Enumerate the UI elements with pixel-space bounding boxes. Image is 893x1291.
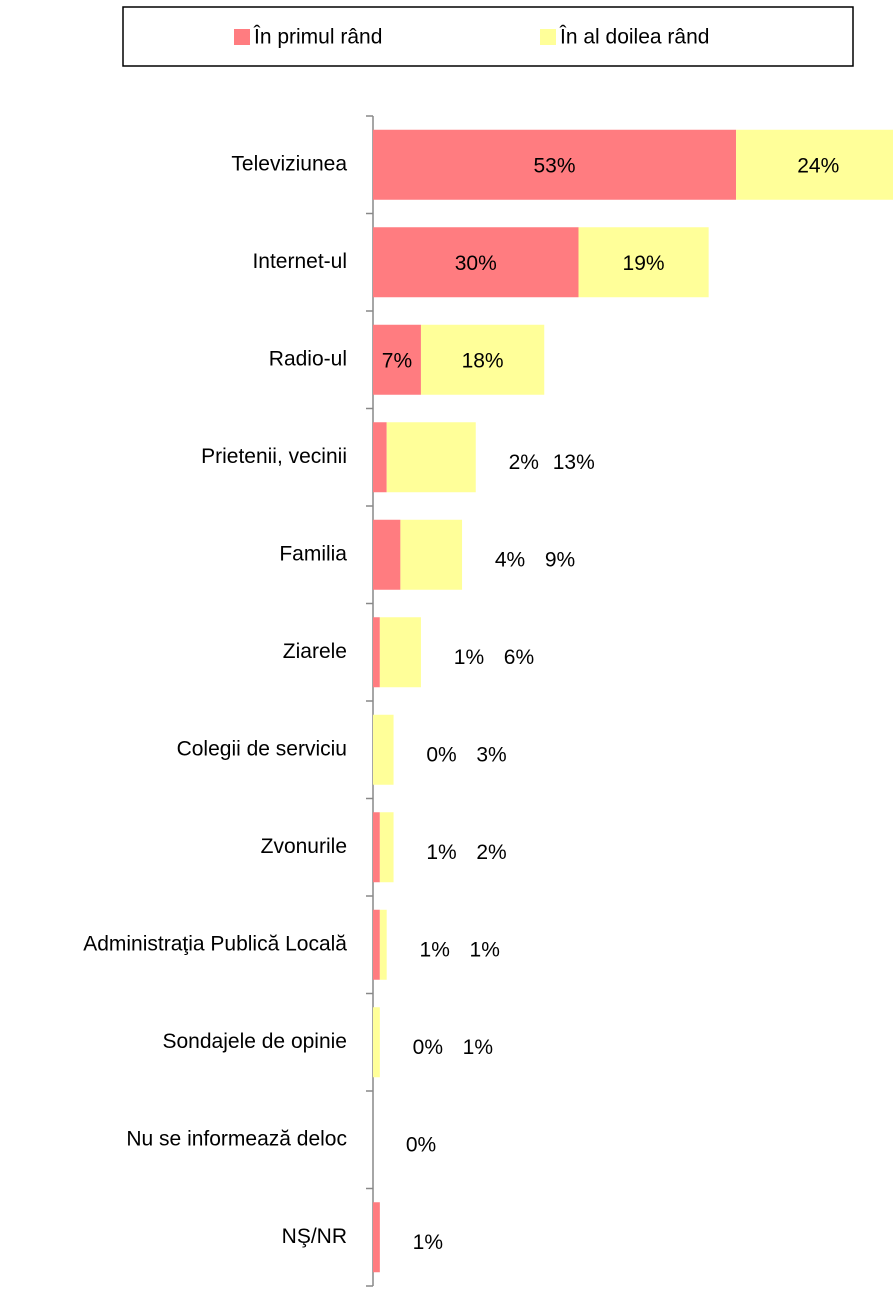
category-label: Internet-ul: [252, 250, 347, 273]
category-label: Colegii de serviciu: [177, 737, 347, 760]
value-label: 0%: [426, 743, 456, 766]
value-label: 1%: [454, 646, 484, 669]
bar-segment: [379, 617, 421, 688]
value-label: 0%: [413, 1036, 443, 1059]
value-label: 1%: [426, 841, 456, 864]
category-label: Televiziunea: [231, 152, 347, 175]
value-label: 3%: [476, 743, 506, 766]
bar-segment: [373, 714, 394, 785]
category-label: Radio-ul: [269, 347, 347, 370]
bar-segment: [373, 909, 380, 980]
legend-label: În al doilea rând: [559, 26, 709, 49]
bar-segment: [373, 129, 737, 200]
legend-box: [122, 6, 854, 67]
value-label: 19%: [623, 252, 665, 275]
value-label: 1%: [413, 1231, 443, 1254]
value-label: 0%: [406, 1133, 436, 1156]
value-label: 2%: [509, 451, 539, 474]
bar-segment: [379, 812, 394, 883]
value-label: 2%: [476, 841, 506, 864]
legend-swatch: [540, 29, 556, 45]
bar-segment: [578, 227, 709, 298]
value-label: 1%: [420, 938, 450, 961]
value-label: 53%: [534, 154, 576, 177]
value-label: 9%: [545, 548, 575, 571]
legend-label: În primul rând: [253, 26, 382, 49]
value-label: 7%: [382, 349, 412, 372]
value-label: 1%: [463, 1036, 493, 1059]
value-label: 4%: [495, 548, 525, 571]
category-label: Familia: [279, 542, 347, 565]
bar-segment: [420, 324, 545, 395]
value-label: 1%: [470, 938, 500, 961]
bar-segment: [373, 422, 387, 493]
bar-segment: [379, 909, 387, 980]
bar-segment: [386, 422, 476, 493]
category-label: Zvonurile: [261, 835, 347, 858]
value-label: 13%: [553, 451, 595, 474]
category-label: Sondajele de opinie: [163, 1030, 348, 1053]
value-label: 18%: [462, 349, 504, 372]
category-label: Nu se informează deloc: [126, 1127, 347, 1150]
value-label: 30%: [455, 252, 497, 275]
category-label: Ziarele: [283, 640, 347, 663]
category-label: NŞ/NR: [282, 1225, 347, 1248]
bar-segment: [736, 129, 893, 200]
bar-segment: [400, 519, 463, 590]
bar-segment: [373, 1202, 380, 1273]
category-label: Prietenii, vecinii: [201, 445, 347, 468]
bar-segment: [373, 617, 380, 688]
category-label: Administraţia Publică Locală: [83, 932, 347, 955]
value-label: 24%: [797, 154, 839, 177]
bar-segment: [373, 324, 421, 395]
bar-segment: [373, 1007, 380, 1078]
value-label: 6%: [504, 646, 534, 669]
bar-segment: [373, 812, 380, 883]
bar-segment: [373, 519, 401, 590]
bar-segment: [373, 227, 579, 298]
legend-swatch: [234, 29, 250, 45]
